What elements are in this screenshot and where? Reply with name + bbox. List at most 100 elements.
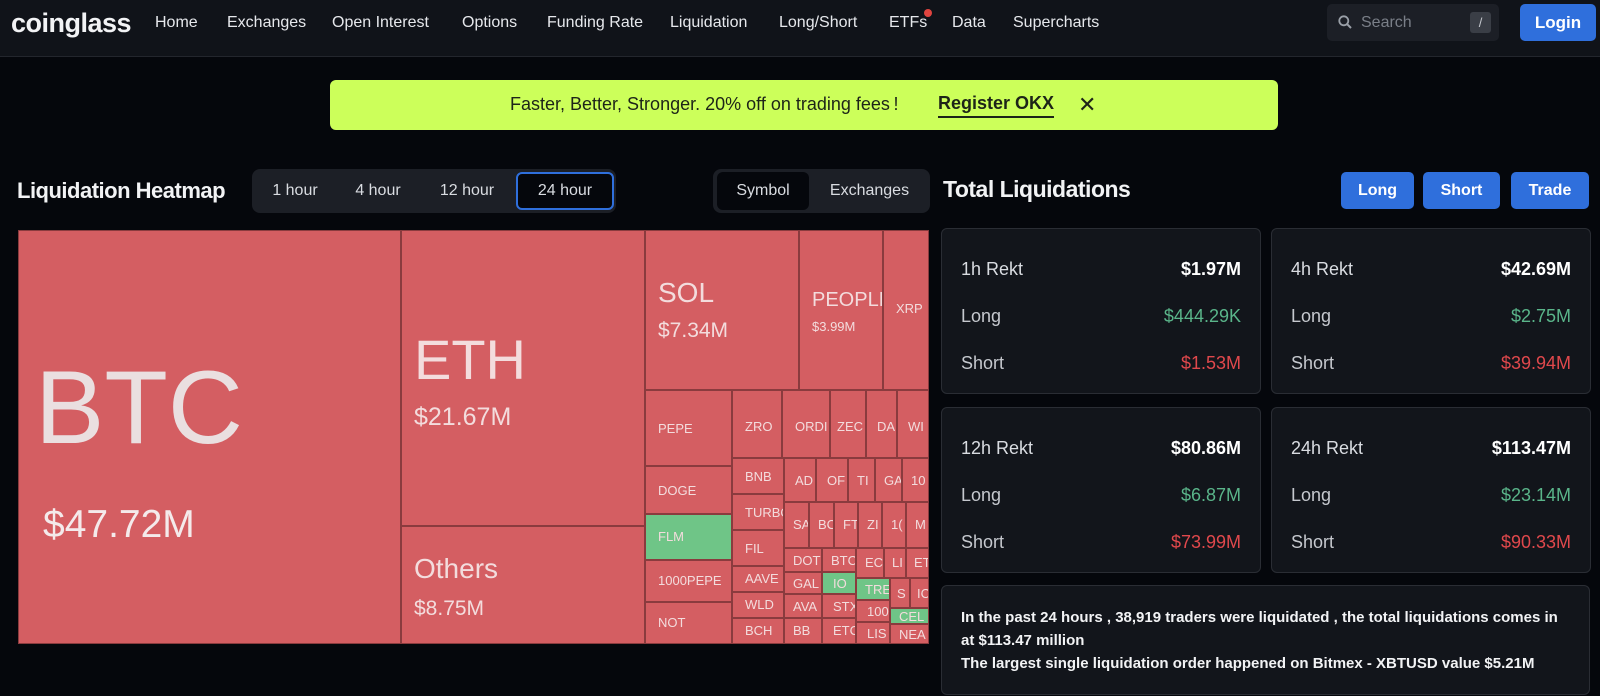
short-value: $39.94M [1500,353,1571,373]
treemap-cell-100[interactable]: 100 [856,600,890,622]
treemap-cell-s[interactable]: S [890,578,910,608]
search-shortcut-badge: / [1470,12,1491,33]
treemap-cell-pepe[interactable]: PEPE [645,390,732,466]
nav-home[interactable]: Home [155,14,198,31]
short-button[interactable]: Short [1423,172,1500,209]
treemap-cell-da[interactable]: DA [866,390,897,458]
promo-banner: Faster, Better, Stronger. 20% off on tra… [330,80,1278,130]
treemap-cell-fil[interactable]: FIL [732,530,784,566]
treemap-cell-btc[interactable]: BTC $47.72M [18,230,401,644]
treemap-cell-doge[interactable]: DOGE [645,466,732,514]
treemap-cell-cel[interactable]: CEL [890,608,929,624]
treemap-cell-li[interactable]: LI [884,548,906,578]
short-value: $73.99M [1170,532,1241,552]
treemap-cell-sa[interactable]: SA [784,502,809,548]
treemap-cell-xrp[interactable]: XRP [883,230,929,390]
treemap-cell-of[interactable]: OF [816,458,848,502]
nav-funding-rate[interactable]: Funding Rate [547,14,644,31]
treemap-cell-ga[interactable]: GA [875,458,902,502]
treemap-cell-people[interactable]: PEOPLE $3.99M [799,230,883,390]
close-icon[interactable]: ✕ [1078,92,1097,117]
treemap-cell-bnb[interactable]: BNB [732,458,784,494]
treemap-cell-etc[interactable]: ETC [822,618,856,644]
treemap-cell-zi[interactable]: ZI [858,502,882,548]
treemap-cell-1[interactable]: 1( [882,502,906,548]
treemap-cell-dot[interactable]: DOT [784,548,822,572]
treemap-cell-ec[interactable]: EC [856,548,884,578]
top-nav: coinglass Home Exchanges Open Interest O… [0,0,1600,57]
long-value: $6.87M [1180,485,1241,505]
register-okx-link[interactable]: Register OKX [938,93,1055,118]
nav-supercharts[interactable]: Supercharts [1013,14,1100,31]
nav-long-short[interactable]: Long/Short [779,14,858,31]
treemap-cell-ic[interactable]: IC [910,578,929,608]
nav-liquidation[interactable]: Liquidation [670,14,748,31]
tab-1-hour[interactable]: 1 hour [272,182,318,199]
treemap-cell-10[interactable]: 10 [902,458,929,502]
treemap-cell-btc-small[interactable]: BTC [822,548,856,572]
treemap-cell-m[interactable]: M [906,502,929,548]
treemap-cell-ad[interactable]: AD [784,458,816,502]
treemap-cell-bc[interactable]: BC [809,502,834,548]
promo-text: Faster, Better, Stronger. 20% off on tra… [510,94,899,114]
treemap-cell-1000pepe[interactable]: 1000PEPE [645,560,732,602]
treemap-cell-wld[interactable]: WLD [732,592,784,618]
long-value: $444.29K [1163,306,1241,326]
long-label: Long [961,306,1002,326]
treemap-cell-others[interactable]: Others $8.75M [401,526,645,644]
long-value: $23.14M [1500,485,1571,505]
treemap-cell-aave[interactable]: AAVE [732,566,784,592]
nav-options[interactable]: Options [462,14,518,31]
liquidation-summary: In the past 24 hours , 38,919 traders we… [941,585,1590,695]
treemap-cell-zec[interactable]: ZEC [830,390,866,458]
treemap-cell-lis[interactable]: LIS [856,622,890,644]
rekt-card-12h: 12h Rekt $80.86M Long $6.87M Short $73.99M [941,407,1261,573]
search-input[interactable]: Search [1361,14,1412,31]
treemap-cell-ava[interactable]: AVA [784,594,822,618]
treemap-cell-flm[interactable]: FLM [645,514,732,560]
treemap-cell-eth[interactable]: ETH $21.67M [401,230,645,526]
search-box[interactable]: Search / [1327,4,1499,41]
tab-symbol[interactable]: Symbol [717,172,809,210]
treemap-cell-bch[interactable]: BCH [732,618,784,644]
card-total: $1.97M [1180,259,1241,279]
tab-4-hour[interactable]: 4 hour [355,182,401,199]
short-label: Short [961,353,1005,373]
treemap-cell-nea[interactable]: NEA [890,624,929,644]
treemap-cell-zro[interactable]: ZRO [732,390,782,458]
treemap-cell-et[interactable]: ET [906,548,929,578]
login-button[interactable]: Login [1520,4,1596,41]
treemap-cell-gal[interactable]: GAL [784,572,822,594]
card-label: 4h Rekt [1291,259,1354,279]
card-total: $113.47M [1491,438,1571,458]
liquidation-treemap: BTC $47.72M ETH $21.67M Others $8.75M SO… [18,230,929,644]
mode-tabs: Symbol Exchanges [713,169,930,213]
treemap-cell-ordi[interactable]: ORDI [782,390,830,458]
logo[interactable]: coinglass [11,8,132,38]
long-button[interactable]: Long [1341,172,1414,209]
treemap-cell-sol[interactable]: SOL $7.34M [645,230,799,390]
treemap-cell-ti[interactable]: TI [848,458,875,502]
treemap-cell-io[interactable]: IO [822,572,856,594]
treemap-cell-wi[interactable]: WI [897,390,929,458]
treemap-cell-ft[interactable]: FT [834,502,858,548]
nav-etfs[interactable]: ETFs [889,9,933,32]
nav-data[interactable]: Data [952,14,986,31]
total-liquidations-title: Total Liquidations [943,176,1131,202]
short-value: $90.33M [1500,532,1571,552]
nav-exchanges[interactable]: Exchanges [227,14,307,31]
treemap-cell-bb[interactable]: BB [784,618,822,644]
heatmap-title: Liquidation Heatmap [17,178,226,203]
short-label: Short [961,532,1005,552]
long-label: Long [961,485,1002,505]
trade-button[interactable]: Trade [1511,172,1589,209]
search-icon [1338,15,1352,29]
treemap-cell-tre[interactable]: TRE [856,578,890,600]
tab-12-hour[interactable]: 12 hour [439,182,495,199]
nav-open-interest[interactable]: Open Interest [332,14,429,31]
tab-exchanges[interactable]: Exchanges [829,182,910,199]
tab-24-hour[interactable]: 24 hour [516,172,614,210]
treemap-cell-turbo[interactable]: TURBO [732,494,784,530]
treemap-cell-stx[interactable]: STX [822,594,856,618]
treemap-cell-not[interactable]: NOT [645,602,732,644]
